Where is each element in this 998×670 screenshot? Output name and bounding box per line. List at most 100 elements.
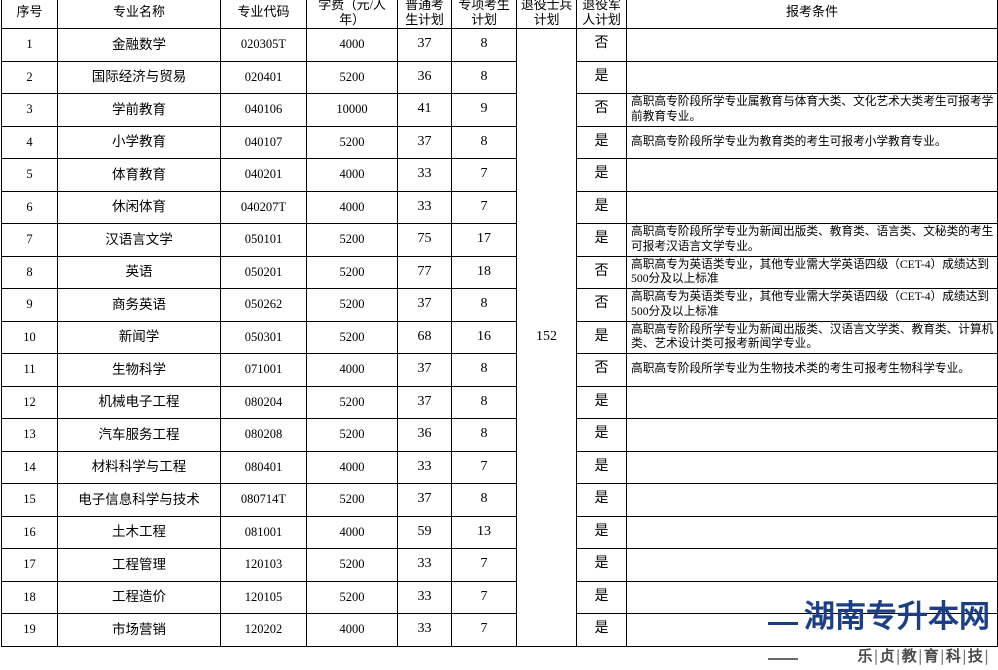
table-row[interactable]: 10 新闻学 050301 5200 68 16 是高职高专阶段所学专业为新闻出版类、汉语言… — [1, 320, 998, 354]
watermark-separator: | — [961, 647, 967, 665]
cell-major-name: 学前教育 — [57, 93, 221, 127]
cell-major-code: 080204 — [220, 385, 307, 419]
cell-application-condition — [626, 580, 998, 614]
cell-index: 18 — [1, 580, 58, 614]
cell-normal-plan: 33 — [397, 580, 452, 614]
table-row[interactable]: 17 工程管理 120103 5200 33 7 是 — [1, 548, 998, 582]
enrollment-plan-table: 序号 专业名称 专业代码 学费（元/人年） 普通考生计划 专项考生计划 退役士兵… — [1, 0, 998, 647]
cell-normal-plan: 68 — [397, 320, 452, 354]
cell-veteran-officer-plan: 是 — [576, 190, 627, 224]
table-row[interactable]: 2 国际经济与贸易 020401 5200 36 8 是 — [1, 60, 998, 94]
cell-major-name: 国际经济与贸易 — [57, 60, 221, 94]
cell-major-name: 休闲体育 — [57, 190, 221, 224]
cell-application-condition: 高职高专阶段所学专业为新闻出版类、汉语言文学类、教育类、计算机类、艺术设计类可报… — [626, 320, 998, 354]
cell-index: 19 — [1, 613, 58, 647]
cell-tuition: 4000 — [306, 353, 398, 387]
table-row[interactable]: 3 学前教育 040106 10000 41 9 否高职高专阶段所学专业属教育与体育大类、文… — [1, 93, 998, 127]
watermark-separator: | — [917, 647, 923, 665]
cell-special-plan: 8 — [451, 353, 517, 387]
table-row[interactable]: 12 机械电子工程 080204 5200 37 8 是 — [1, 385, 998, 419]
cell-major-name: 工程管理 — [57, 548, 221, 582]
cell-special-plan: 8 — [451, 483, 517, 517]
cell-index: 3 — [1, 93, 58, 127]
cell-major-name: 市场营销 — [57, 613, 221, 647]
cell-veteran-officer-plan: 是 — [576, 548, 627, 582]
cell-veteran-officer-plan: 是 — [576, 515, 627, 549]
cell-major-code: 050201 — [220, 255, 307, 289]
cell-tuition: 5200 — [306, 288, 398, 322]
table-row[interactable]: 18 工程造价 120105 5200 33 7 是 — [1, 580, 998, 614]
table-row[interactable]: 11 生物科学 071001 4000 37 8 否高职高专阶段所学专业为生物技术类的考生可… — [1, 353, 998, 387]
cell-tuition: 5200 — [306, 418, 398, 452]
cell-veteran-officer-plan: 是 — [576, 450, 627, 484]
watermark-separator: | — [939, 647, 945, 665]
cell-tuition: 5200 — [306, 223, 398, 257]
column-header-index: 序号 — [1, 0, 58, 29]
cell-application-condition — [626, 28, 998, 62]
cell-tuition: 5200 — [306, 320, 398, 354]
table-row[interactable]: 19 市场营销 120202 4000 33 7 是 — [1, 613, 998, 647]
table-row[interactable]: 9 商务英语 050262 5200 37 8 否高职高专为英语类专业，其他专业需大学英语四… — [1, 288, 998, 322]
column-header-special-plan: 专项考生计划 — [451, 0, 517, 29]
table-row[interactable]: 5 体育教育 040201 4000 33 7 是 — [1, 158, 998, 192]
cell-major-code: 071001 — [220, 353, 307, 387]
cell-veteran-officer-plan: 否 — [576, 28, 627, 62]
cell-tuition: 5200 — [306, 483, 398, 517]
cell-major-code: 120105 — [220, 580, 307, 614]
table-row[interactable]: 1 金融数学 020305T 4000 37 8 152 否 — [1, 28, 998, 647]
cell-veteran-soldier-plan-total: 152 — [516, 28, 577, 647]
table-body: 1 金融数学 020305T 4000 37 8 152 否 2 国际经济与贸易 020401 520… — [1, 28, 998, 647]
cell-normal-plan: 36 — [397, 418, 452, 452]
table-row[interactable]: 8 英语 050201 5200 77 18 否高职高专为英语类专业，其他专业需大学英语四级… — [1, 255, 998, 289]
cell-index: 17 — [1, 548, 58, 582]
cell-veteran-officer-plan: 否 — [576, 353, 627, 387]
table-row[interactable]: 6 休闲体育 040207T 4000 33 7 是 — [1, 190, 998, 224]
cell-index: 5 — [1, 158, 58, 192]
cell-normal-plan: 41 — [397, 93, 452, 127]
cell-major-code: 080714T — [220, 483, 307, 517]
cell-major-name: 汽车服务工程 — [57, 418, 221, 452]
cell-tuition: 5200 — [306, 548, 398, 582]
cell-special-plan: 8 — [451, 385, 517, 419]
cell-normal-plan: 33 — [397, 450, 452, 484]
table-row[interactable]: 15 电子信息科学与技术 080714T 5200 37 8 是 — [1, 483, 998, 517]
cell-special-plan: 8 — [451, 418, 517, 452]
cell-normal-plan: 37 — [397, 28, 452, 62]
cell-index: 4 — [1, 125, 58, 159]
column-header-tuition: 学费（元/人年） — [306, 0, 398, 29]
cell-index: 13 — [1, 418, 58, 452]
cell-major-code: 040107 — [220, 125, 307, 159]
cell-special-plan: 7 — [451, 613, 517, 647]
watermark-subtitle-part: 贞 — [879, 647, 895, 665]
cell-index: 10 — [1, 320, 58, 354]
cell-normal-plan: 75 — [397, 223, 452, 257]
cell-application-condition — [626, 418, 998, 452]
column-header-veteran-officer-plan: 退役军人计划 — [576, 0, 627, 29]
cell-index: 16 — [1, 515, 58, 549]
cell-major-name: 新闻学 — [57, 320, 221, 354]
cell-tuition: 5200 — [306, 125, 398, 159]
table-row[interactable]: 7 汉语言文学 050101 5200 75 17 是高职高专阶段所学专业为新闻出版类、教育… — [1, 223, 998, 257]
table-row[interactable]: 16 土木工程 081001 4000 59 13 是 — [1, 515, 998, 549]
cell-special-plan: 17 — [451, 223, 517, 257]
cell-normal-plan: 77 — [397, 255, 452, 289]
cell-veteran-officer-plan: 是 — [576, 223, 627, 257]
cell-major-name: 机械电子工程 — [57, 385, 221, 419]
cell-veteran-officer-plan: 是 — [576, 158, 627, 192]
cell-tuition: 4000 — [306, 450, 398, 484]
cell-major-code: 120103 — [220, 548, 307, 582]
cell-veteran-officer-plan: 否 — [576, 93, 627, 127]
cell-veteran-officer-plan: 是 — [576, 418, 627, 452]
table-row[interactable]: 14 材料科学与工程 080401 4000 33 7 是 — [1, 450, 998, 484]
table-row[interactable]: 4 小学教育 040107 5200 37 8 是高职高专阶段所学专业为教育类的考生可报考小… — [1, 125, 998, 159]
column-header-major-code: 专业代码 — [220, 0, 307, 29]
cell-tuition: 4000 — [306, 515, 398, 549]
cell-veteran-officer-plan: 是 — [576, 125, 627, 159]
watermark-separator: | — [895, 647, 901, 665]
table-row[interactable]: 13 汽车服务工程 080208 5200 36 8 是 — [1, 418, 998, 452]
table-header: 序号 专业名称 专业代码 学费（元/人年） 普通考生计划 专项考生计划 退役士兵… — [1, 0, 998, 29]
cell-normal-plan: 37 — [397, 385, 452, 419]
cell-index: 15 — [1, 483, 58, 517]
cell-major-code: 040207T — [220, 190, 307, 224]
cell-index: 12 — [1, 385, 58, 419]
